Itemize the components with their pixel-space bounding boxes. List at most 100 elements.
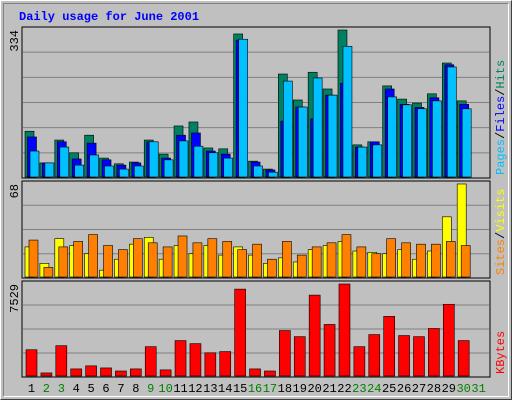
y-tick-label: 68 xyxy=(8,184,22,198)
bar xyxy=(371,253,382,278)
bar xyxy=(446,66,457,178)
bar xyxy=(326,242,337,278)
x-tick-label: 19 xyxy=(293,382,307,396)
bar xyxy=(383,316,395,377)
bar xyxy=(402,104,412,178)
x-tick-label: 30 xyxy=(456,382,470,396)
x-tick-label: 27 xyxy=(412,382,426,396)
x-tick-label: 23 xyxy=(352,382,366,396)
bar xyxy=(222,241,233,278)
inner-bevel xyxy=(3,3,509,397)
x-tick-label: 29 xyxy=(442,382,456,396)
x-tick-label: 28 xyxy=(427,382,441,396)
bar xyxy=(119,168,129,178)
x-tick-label: 18 xyxy=(278,382,292,396)
bar xyxy=(234,288,246,377)
bar xyxy=(386,238,396,278)
bar xyxy=(268,171,278,178)
bar xyxy=(207,238,218,278)
bar xyxy=(89,154,99,178)
bar xyxy=(461,108,472,178)
bar xyxy=(417,108,427,178)
bar xyxy=(59,146,70,178)
bar xyxy=(115,370,127,377)
legend: Pages/Files/Hits xyxy=(494,60,508,175)
bar xyxy=(342,45,353,178)
bar xyxy=(174,340,187,377)
x-tick-label: 17 xyxy=(263,382,277,396)
legend-entry: Hits xyxy=(494,60,508,89)
legend-entry: KBytes xyxy=(494,331,508,374)
bar xyxy=(130,368,142,377)
bar xyxy=(238,38,248,178)
x-tick-label: 21 xyxy=(322,382,336,396)
bar xyxy=(103,245,113,278)
legend-entry: Visits xyxy=(494,189,508,232)
bar xyxy=(177,235,188,278)
bar xyxy=(398,335,410,377)
x-tick-label: 22 xyxy=(337,382,351,396)
legend-entry: Pages xyxy=(494,139,508,175)
x-tick-label: 5 xyxy=(88,382,95,396)
bar xyxy=(431,243,441,278)
bar xyxy=(311,246,322,278)
bar xyxy=(204,352,217,377)
legend: KBytes xyxy=(494,331,508,374)
bar xyxy=(148,141,159,178)
bar xyxy=(100,367,112,377)
legend-separator: / xyxy=(494,132,508,139)
x-tick-label: 1 xyxy=(28,382,35,396)
bar xyxy=(338,283,351,377)
x-tick-label: 4 xyxy=(73,382,80,396)
x-tick-label: 9 xyxy=(147,382,154,396)
x-tick-label: 10 xyxy=(158,382,172,396)
bar xyxy=(162,246,173,278)
bar xyxy=(296,254,307,278)
bar xyxy=(85,365,97,377)
bar xyxy=(58,246,69,278)
bar xyxy=(28,239,39,278)
bar xyxy=(159,369,172,377)
bar xyxy=(70,368,83,377)
legend-separator: / xyxy=(494,232,508,239)
x-tick-label: 16 xyxy=(248,382,262,396)
bar xyxy=(357,146,368,178)
bar xyxy=(297,106,308,178)
x-tick-label: 25 xyxy=(382,382,396,396)
x-tick-label: 6 xyxy=(102,382,109,396)
bar xyxy=(104,165,114,178)
x-tick-label: 7 xyxy=(117,382,124,396)
bar xyxy=(133,238,143,278)
bar xyxy=(208,152,219,178)
bar xyxy=(353,346,366,377)
x-tick-label: 14 xyxy=(218,382,232,396)
bar xyxy=(323,324,336,377)
x-tick-label: 26 xyxy=(397,382,411,396)
bar xyxy=(279,330,291,377)
bar xyxy=(293,336,306,377)
legend-entry: Files xyxy=(494,96,508,132)
bar xyxy=(29,150,40,178)
x-tick-label: 11 xyxy=(173,382,187,396)
chart-title: Daily usage for June 2001 xyxy=(19,10,199,24)
bar xyxy=(144,346,157,377)
bar xyxy=(416,243,426,278)
bar xyxy=(193,145,204,178)
y-tick-label: 7529 xyxy=(8,284,22,313)
x-tick-label: 31 xyxy=(471,382,485,396)
bar xyxy=(401,242,411,278)
x-tick-label: 8 xyxy=(132,382,139,396)
bar xyxy=(223,157,234,178)
bar xyxy=(308,294,321,377)
bar xyxy=(73,241,84,278)
x-tick-label: 15 xyxy=(233,382,247,396)
legend: Sites/Visits xyxy=(494,189,508,275)
bar xyxy=(356,246,367,278)
bar xyxy=(428,328,440,377)
bar xyxy=(192,242,203,278)
x-tick-label: 13 xyxy=(203,382,217,396)
bar xyxy=(457,340,470,377)
bar xyxy=(134,165,144,178)
